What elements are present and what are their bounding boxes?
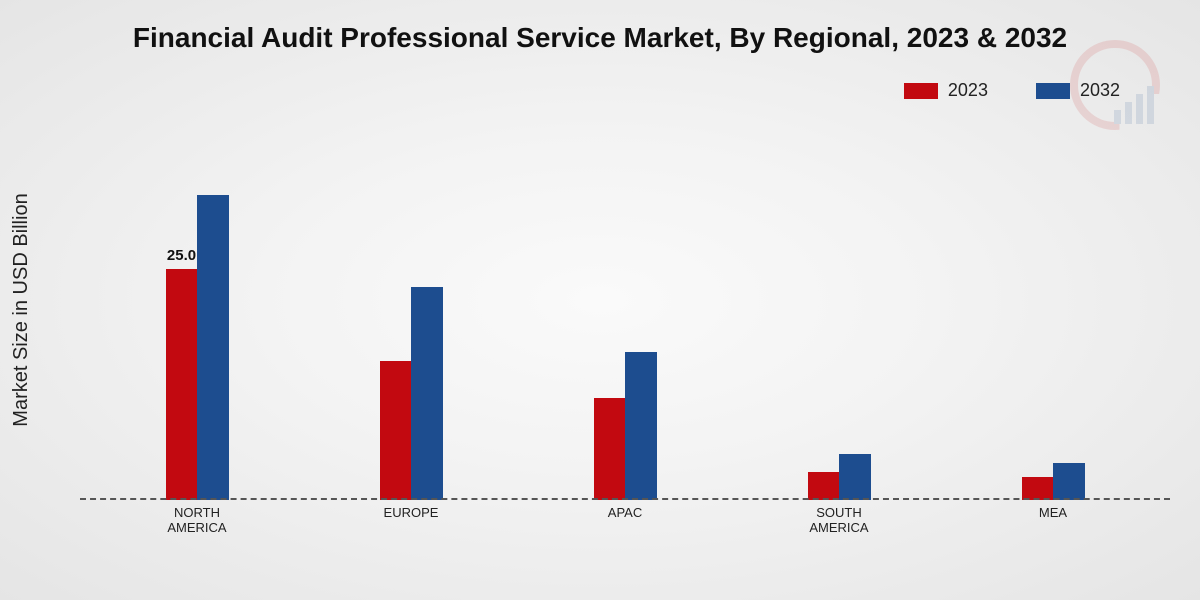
bar: [625, 352, 657, 500]
x-tick-label: NORTH AMERICA: [90, 500, 304, 540]
legend-label-2032: 2032: [1080, 80, 1120, 101]
bar: [808, 472, 840, 500]
y-axis-label: Market Size in USD Billion: [10, 160, 33, 460]
bar-groups: 25.0: [80, 130, 1170, 500]
bar-group: [304, 287, 518, 500]
x-tick-label: MEA: [946, 500, 1160, 540]
bar-group: [518, 352, 732, 500]
bar: [594, 398, 626, 500]
legend-label-2023: 2023: [948, 80, 988, 101]
legend-swatch-2032: [1036, 83, 1070, 99]
bar: [380, 361, 412, 500]
bar-value-label: 25.0: [167, 247, 196, 264]
x-axis-labels: NORTH AMERICAEUROPEAPACSOUTH AMERICAMEA: [80, 500, 1170, 540]
bar: [197, 195, 229, 500]
plot-area: 25.0 NORTH AMERICAEUROPEAPACSOUTH AMERIC…: [80, 130, 1170, 540]
bar: [411, 287, 443, 500]
bar: [1022, 477, 1054, 500]
bar-group: 25.0: [90, 195, 304, 500]
chart-title: Financial Audit Professional Service Mar…: [0, 22, 1200, 54]
legend-swatch-2023: [904, 83, 938, 99]
bar: [839, 454, 871, 500]
x-tick-label: APAC: [518, 500, 732, 540]
legend: 2023 2032: [904, 80, 1120, 101]
x-tick-label: EUROPE: [304, 500, 518, 540]
bar: [1053, 463, 1085, 500]
x-tick-label: SOUTH AMERICA: [732, 500, 946, 540]
bar: 25.0: [166, 269, 198, 500]
bar-group: [732, 454, 946, 500]
legend-item-2032: 2032: [1036, 80, 1120, 101]
legend-item-2023: 2023: [904, 80, 988, 101]
bar-group: [946, 463, 1160, 500]
